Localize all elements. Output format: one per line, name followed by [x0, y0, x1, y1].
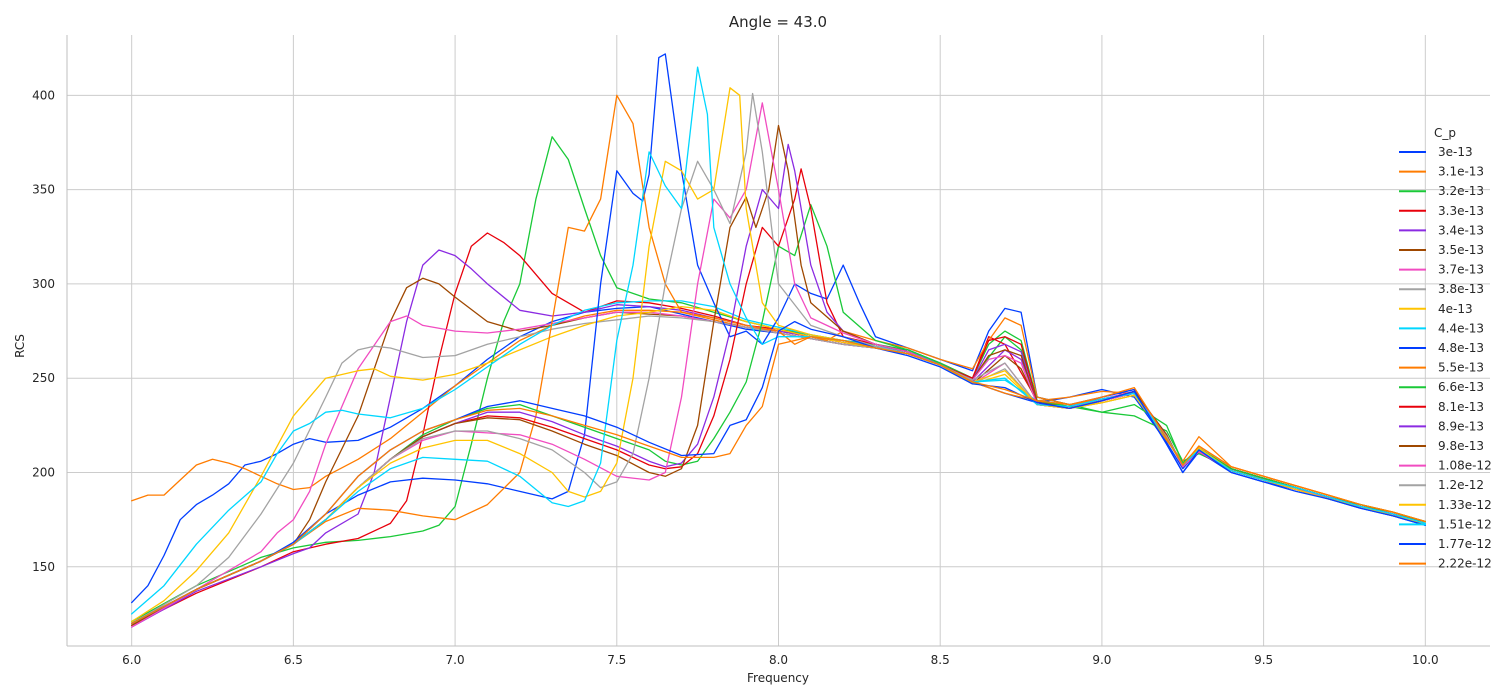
legend-entry-label: 5.5e-13: [1438, 361, 1484, 375]
legend-entry-label: 3.2e-13: [1438, 184, 1484, 198]
series-line-5.5e-13: [131, 94, 1426, 625]
y-tick-label: 350: [32, 183, 55, 197]
x-tick-label: 6.5: [284, 653, 303, 667]
axis-spines: [66, 35, 1490, 647]
x-tick-label: 6.0: [122, 653, 141, 667]
x-tick-label: 8.5: [931, 653, 950, 667]
legend-entry-label: 1.2e-12: [1438, 478, 1484, 492]
chart-title: Angle = 43.0: [729, 13, 827, 31]
y-tick-label: 300: [32, 277, 55, 291]
legend-entry-label: 4e-13: [1438, 302, 1473, 316]
x-tick-label: 9.5: [1254, 653, 1273, 667]
legend-entry-label: 1.51e-12: [1438, 517, 1492, 531]
legend-entry-label: 3e-13: [1438, 145, 1473, 159]
x-tick-label: 8.0: [769, 653, 788, 667]
y-tick-label: 400: [32, 88, 55, 102]
legend-entry-label: 8.1e-13: [1438, 400, 1484, 414]
x-axis-label: Frequency: [747, 671, 809, 685]
legend-entry-label: 2.22e-12: [1438, 557, 1492, 571]
y-tick-labels: 150 200 250 300 350 400: [32, 88, 55, 573]
legend: C_p 3e-13 3.1e-13 3.2e-13 3.3e-13 3.4e-13 3.5…: [1399, 126, 1492, 571]
x-tick-label: 7.0: [446, 653, 465, 667]
legend-entry-label: 3.7e-13: [1438, 263, 1484, 277]
series-line-3e-13: [131, 305, 1426, 604]
legend-title: C_p: [1434, 126, 1456, 140]
y-axis-label: RCS: [13, 334, 27, 358]
x-tick-label: 10.0: [1412, 653, 1439, 667]
x-tick-label: 9.0: [1092, 653, 1111, 667]
y-tick-label: 150: [32, 560, 55, 574]
legend-entry-label: 1.77e-12: [1438, 537, 1492, 551]
legend-entry-label: 4.4e-13: [1438, 321, 1484, 335]
legend-entry-label: 9.8e-13: [1438, 439, 1484, 453]
series-lines: [131, 53, 1426, 628]
x-tick-label: 7.5: [607, 653, 626, 667]
legend-entry-label: 3.3e-13: [1438, 204, 1484, 218]
legend-entry-label: 3.4e-13: [1438, 223, 1484, 237]
y-tick-label: 200: [32, 466, 55, 480]
legend-entry-label: 6.6e-13: [1438, 380, 1484, 394]
series-line-2.22e-12: [131, 336, 1426, 625]
y-tick-label: 250: [32, 371, 55, 385]
legend-entry-label: 4.8e-13: [1438, 341, 1484, 355]
legend-entry-label: 3.1e-13: [1438, 165, 1484, 179]
legend-entry-label: 3.5e-13: [1438, 243, 1484, 257]
legend-entry-label: 8.9e-13: [1438, 419, 1484, 433]
x-tick-labels: 6.0 6.5 7.0 7.5 8.0 8.5 9.0 9.5 10.0: [122, 653, 1439, 667]
legend-entry-label: 1.33e-12: [1438, 498, 1492, 512]
legend-entry-label: 1.08e-12: [1438, 459, 1492, 473]
legend-entry-label: 3.8e-13: [1438, 282, 1484, 296]
